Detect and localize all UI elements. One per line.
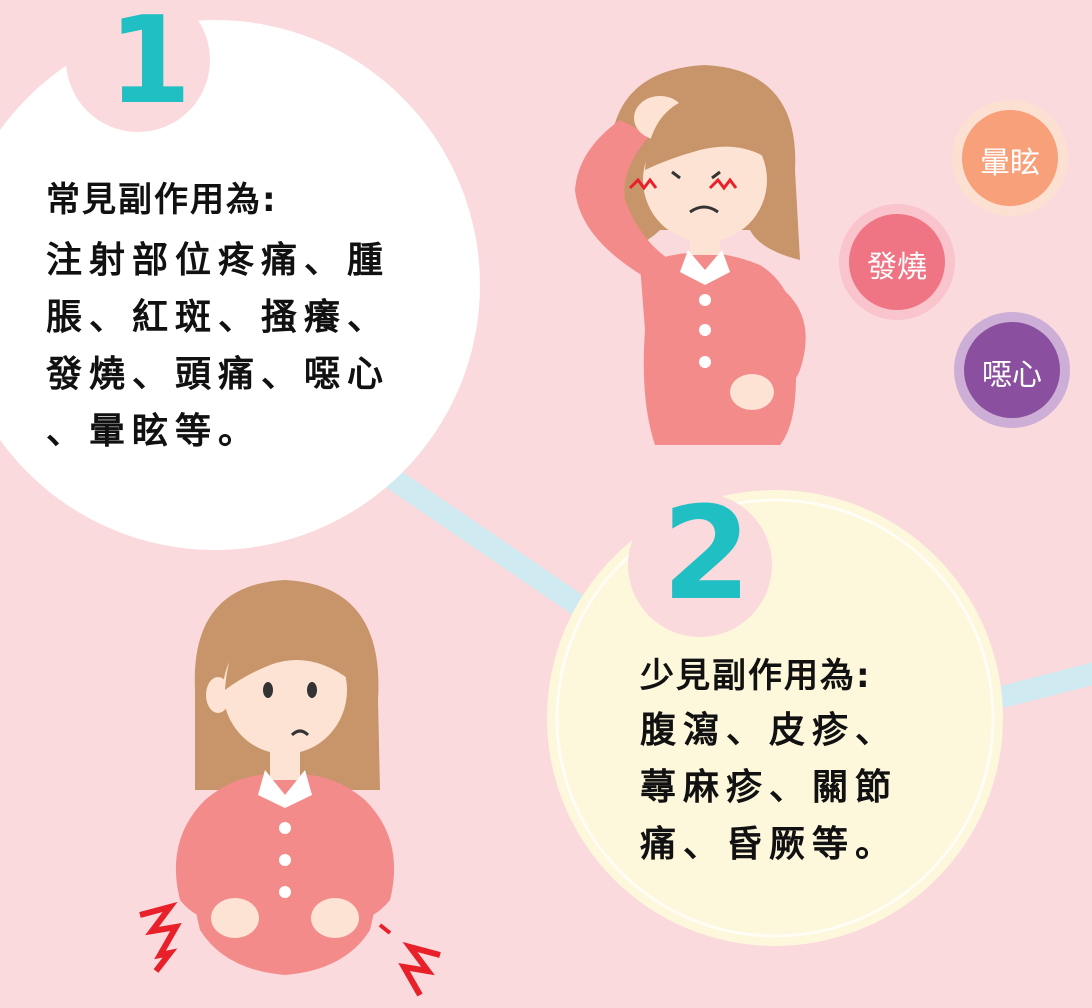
section1-circle [0, 0, 480, 550]
connector-line-1 [369, 459, 596, 621]
section2-line: 腹瀉、皮疹、 [640, 710, 899, 751]
section1-line: 、暈眩等。 [46, 411, 262, 452]
section2-circle [547, 490, 1003, 946]
section1-number: 1 [108, 0, 192, 131]
woman-stomachache-illustration [139, 580, 441, 997]
bubble-nausea [954, 312, 1070, 428]
section1-line: 脹、紅斑、搔癢、 [46, 297, 391, 338]
bubble-nausea-label: 噁心 [982, 358, 1042, 393]
section1-line: 注射部位疼痛、腫 [46, 240, 391, 281]
section1-line: 發燒、頭痛、噁心 [46, 354, 391, 395]
section2-line: 痛、昏厥等。 [640, 824, 899, 865]
woman-headache-illustration [575, 65, 806, 445]
section2-title: 少見副作用為: [640, 656, 872, 696]
bubble-fever [839, 204, 955, 320]
section2-line: 蕁麻疹、關節 [640, 767, 899, 808]
section2-number: 2 [662, 480, 752, 629]
section2-body: 腹瀉、皮疹、 蕁麻疹、關節 痛、昏厥等。 [640, 702, 898, 873]
bubble-dizziness [952, 100, 1068, 216]
section1-body: 注射部位疼痛、腫 脹、紅斑、搔癢、 發燒、頭痛、噁心 、暈眩等。 [46, 232, 390, 460]
section1-title: 常見副作用為: [46, 180, 278, 220]
connector-line-2 [987, 662, 1092, 711]
bubble-fever-label: 發燒 [867, 250, 927, 285]
bubble-dizziness-label: 暈眩 [980, 146, 1040, 181]
